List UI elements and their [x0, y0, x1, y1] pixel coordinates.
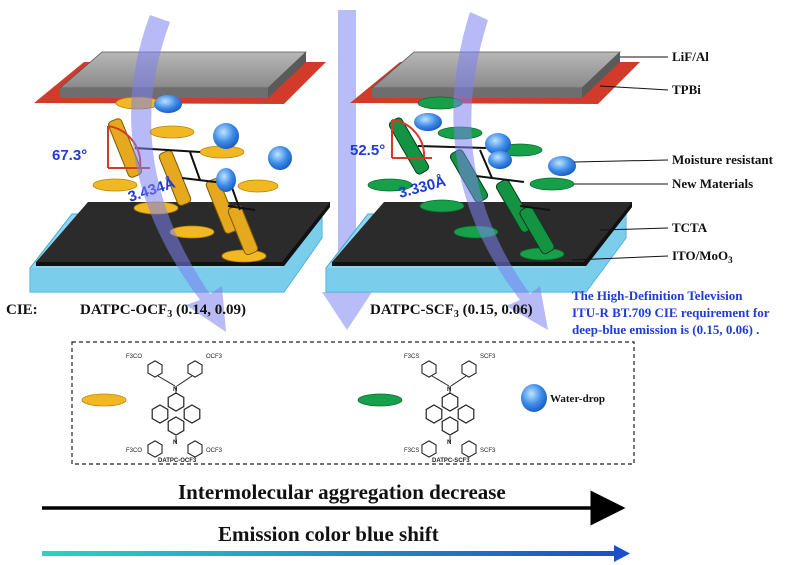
right-lifal-front	[372, 88, 582, 98]
mol1-bottom-right-group: OCF3	[206, 448, 223, 454]
blue-shift-arrow-bar	[42, 551, 616, 556]
left-emission-arrow	[131, 15, 226, 332]
left-molecule-discs	[92, 96, 279, 263]
legend-yellow-disc	[81, 393, 127, 407]
svg-text:N: N	[447, 387, 451, 393]
layer-leader-lines	[571, 56, 669, 261]
aggregation-label: Intermolecular aggregation decrease	[178, 480, 506, 504]
svg-text:N: N	[173, 440, 177, 446]
svg-text:N: N	[173, 387, 177, 393]
mol2-bottom-right-group: SCF3	[480, 448, 496, 454]
label-lifal: LiF/Al	[672, 49, 709, 64]
legend-box	[71, 341, 635, 465]
right-lifal-top	[370, 51, 622, 89]
blue-shift-arrow-head	[614, 545, 630, 562]
legend-green-disc	[357, 393, 403, 407]
legend-water-drop-label: Water-drop	[550, 393, 605, 405]
left-lifal-top	[58, 51, 308, 89]
mol1-name: DATPC-OCF3	[158, 458, 197, 464]
mol2-name: DATPC-SCF3	[432, 458, 470, 464]
right-angle-mark	[391, 119, 432, 159]
right-emission-arrow	[453, 12, 548, 330]
molecule-datpc-ocf3: N N	[147, 360, 203, 458]
mol1-bottom-left-group: F3CO	[126, 448, 142, 454]
right-device: 52.5° 3.330Å	[325, 12, 640, 330]
molecule-datpc-scf3: N N	[421, 360, 477, 458]
hdtv-note-line3: deep-blue emission is (0.15, 0.06) .	[572, 322, 759, 337]
blue-shift-label: Emission color blue shift	[218, 522, 439, 546]
mol1-top-right-group: OCF3	[206, 354, 223, 360]
right-distance-label: 3.330Å	[397, 173, 448, 202]
left-angle-label: 67.3°	[52, 147, 87, 164]
label-tcta: TCTA	[672, 220, 708, 235]
svg-text:N: N	[447, 440, 451, 446]
mol1-top-left-group: F3CO	[126, 354, 142, 360]
hdtv-note-line2: ITU-R BT.709 CIE requirement for	[572, 305, 770, 320]
label-moisture-resistant: Moisture resistant	[672, 152, 774, 167]
hdtv-note-line1: The High-Definition Television	[572, 288, 743, 303]
label-new-materials: New Materials	[672, 176, 753, 191]
mol2-top-right-group: SCF3	[480, 354, 496, 360]
label-tpbi: TPBi	[672, 82, 701, 97]
left-device: 67.3° 3.434Å	[29, 15, 330, 332]
right-angle-label: 52.5°	[350, 142, 385, 159]
center-down-arrow	[322, 10, 372, 330]
left-water-drops	[154, 95, 292, 192]
cie-left: DATPC-OCF3 (0.14, 0.09)	[80, 302, 246, 320]
left-lifal-front	[60, 88, 268, 98]
cie-right: DATPC-SCF3 (0.15, 0.06)	[370, 302, 533, 320]
right-water-drops	[414, 113, 576, 176]
cie-label: CIE:	[6, 302, 38, 318]
mol2-bottom-left-group: F3CS	[404, 448, 419, 454]
mol2-top-left-group: F3CS	[404, 354, 419, 360]
legend-water-drop	[521, 384, 547, 412]
label-ito-moo3: ITO/MoO3	[672, 248, 733, 265]
